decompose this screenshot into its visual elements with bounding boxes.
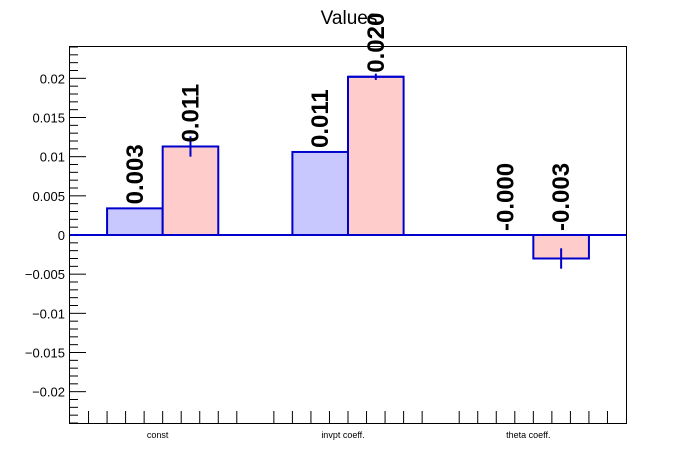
y-tick-label: 0.015 xyxy=(32,111,65,126)
y-tick-label: −0.01 xyxy=(32,306,65,321)
error-bars xyxy=(162,73,589,269)
y-axis: −0.02 −0.015 −0.01 −0.005 0 0.005 0.01 0.015 0.0… xyxy=(25,46,86,424)
bar xyxy=(161,145,220,237)
y-tick-label: 0 xyxy=(58,228,65,243)
chart-title: Values xyxy=(321,8,378,29)
data-label: 0.011 xyxy=(177,84,204,143)
data-label: -0.000 xyxy=(493,163,520,231)
data-label: 0.011 xyxy=(307,89,334,148)
bar xyxy=(106,207,164,237)
x-tick-label: const xyxy=(147,430,169,440)
data-label: -0.003 xyxy=(548,163,575,231)
bar xyxy=(291,150,349,236)
y-tick-label: −0.015 xyxy=(25,346,65,361)
data-label: 0.003 xyxy=(122,144,149,204)
y-tick-label: −0.02 xyxy=(32,385,65,400)
data-label: 0.020 xyxy=(363,13,390,73)
bars xyxy=(106,75,590,260)
y-tick-label: −0.005 xyxy=(25,267,65,282)
y-tick-label: 0.01 xyxy=(40,150,65,165)
data-labels: 0.003 0.011 -0.000 0.011 0.020 -0.003 xyxy=(122,13,575,231)
y-tick-label: 0.02 xyxy=(40,71,65,86)
bar xyxy=(347,75,405,237)
x-axis: const invpt coeff. theta coeff. xyxy=(88,411,608,440)
y-tick-label: 0.005 xyxy=(32,189,65,204)
x-tick-label: theta coeff. xyxy=(506,430,550,440)
x-tick-label: invpt coeff. xyxy=(321,430,364,440)
plot-frame xyxy=(69,46,627,424)
